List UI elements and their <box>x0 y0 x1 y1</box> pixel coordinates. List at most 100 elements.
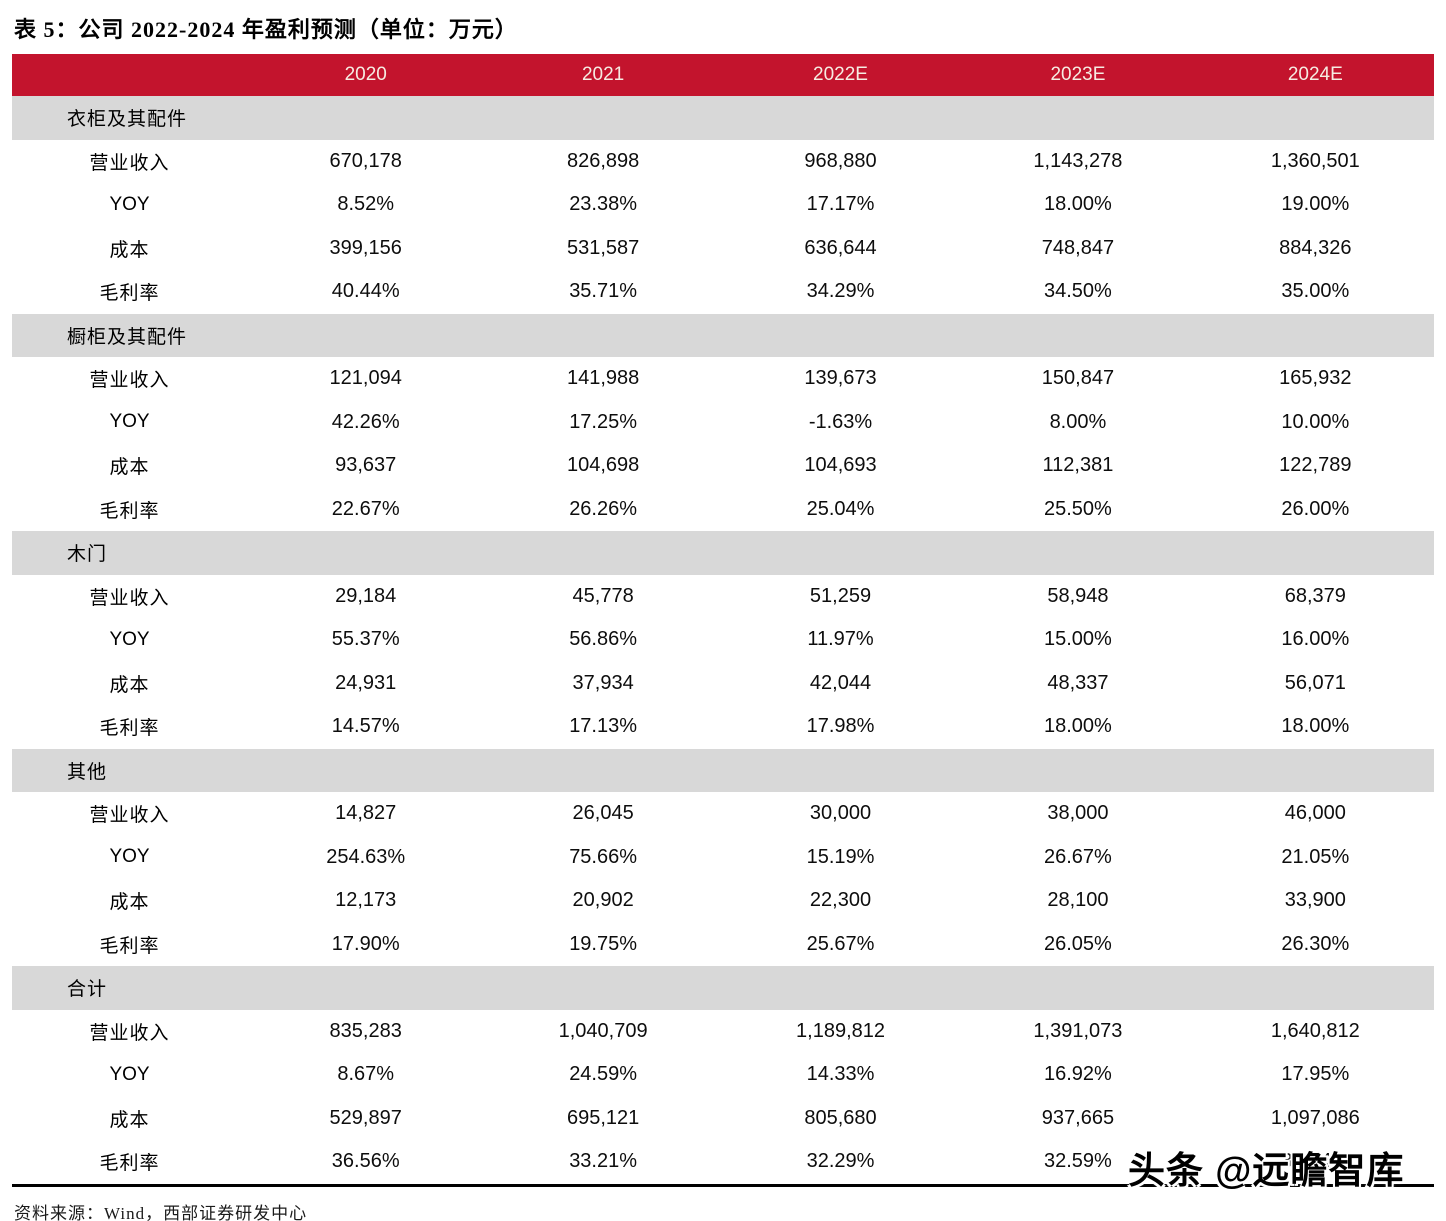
cell-value: 748,847 <box>1041 236 1115 259</box>
cell-value: 937,665 <box>1041 1106 1115 1129</box>
cell-value: 695,121 <box>566 1106 640 1129</box>
section-header-row: 橱柜及其配件 <box>12 313 1434 357</box>
table-row: 成本 93,637 104,698 104,693 112,381 122,789 <box>12 444 1434 488</box>
cell-value: 29,184 <box>335 584 397 607</box>
section-title: 橱柜及其配件 <box>67 326 188 348</box>
cell-value: 8.67% <box>337 1063 395 1086</box>
table-row: 毛利率 36.56% 33.21% 32.29% 32.59% 33.14% <box>12 1140 1434 1184</box>
row-label: 毛利率 <box>99 1153 160 1175</box>
cell-value: 37,934 <box>572 671 634 694</box>
cell-value: 122,789 <box>1279 454 1352 477</box>
section-header-row: 衣柜及其配件 <box>12 96 1434 140</box>
row-label: YOY <box>109 411 150 433</box>
cell-value: 884,326 <box>1279 236 1352 259</box>
cell-value: 8.52% <box>337 193 395 216</box>
table-row: 成本 399,156 531,587 636,644 748,847 884,326 <box>12 226 1434 270</box>
row-label: YOY <box>109 1063 150 1085</box>
cell-value: 670,178 <box>329 149 402 172</box>
cell-value: 75.66% <box>569 845 638 868</box>
year-header: 2022E <box>813 64 868 85</box>
cell-value: 529,897 <box>329 1106 402 1129</box>
year-header: 2023E <box>1050 64 1106 85</box>
cell-value: 1,143,278 <box>1033 149 1123 172</box>
table-row: YOY 254.63% 75.66% 15.19% 26.67% 21.05% <box>12 835 1434 879</box>
row-label: 成本 <box>109 674 150 696</box>
table-row: 成本 24,931 37,934 42,044 48,337 56,071 <box>12 661 1434 705</box>
cell-value: 15.19% <box>806 845 875 868</box>
cell-value: 24,931 <box>335 671 397 694</box>
section-header-row: 其他 <box>12 748 1434 792</box>
cell-value: 20,902 <box>572 889 634 912</box>
cell-value: 104,693 <box>804 454 877 477</box>
year-header: 2024E <box>1287 64 1343 85</box>
cell-value: 34.50% <box>1044 280 1112 303</box>
cell-value: 93,637 <box>335 454 397 477</box>
cell-value: 23.38% <box>569 193 638 216</box>
section-title: 其他 <box>67 761 108 783</box>
cell-value: 112,381 <box>1042 454 1114 477</box>
cell-value: 45,778 <box>572 584 634 607</box>
cell-value: 968,880 <box>804 149 877 172</box>
cell-value: 139,673 <box>804 367 877 390</box>
table-row: YOY 8.52% 23.38% 17.17% 18.00% 19.00% <box>12 183 1434 227</box>
table-title: 表 5：公司 2022-2024 年盈利预测（单位：万元） <box>14 17 518 42</box>
year-header: 2020 <box>344 64 387 85</box>
cell-value: 34.29% <box>806 280 875 303</box>
table-body: 衣柜及其配件 营业收入 670,178 826,898 968,880 1,143,278… <box>12 96 1434 1184</box>
cell-value: 51,259 <box>809 584 872 607</box>
row-label: YOY <box>109 193 150 215</box>
section-title: 合计 <box>67 979 108 1001</box>
cell-value: 42,044 <box>809 671 872 694</box>
cell-value: 35.00% <box>1281 280 1350 303</box>
cell-value: 56.86% <box>569 628 638 651</box>
cell-value: 12,173 <box>335 889 397 912</box>
cell-value: 35.71% <box>569 280 638 303</box>
cell-value: 10.00% <box>1281 410 1350 433</box>
cell-value: 68,379 <box>1284 584 1346 607</box>
cell-value: 26.05% <box>1044 932 1112 955</box>
cell-value: 17.17% <box>806 193 875 216</box>
cell-value: 14,827 <box>335 802 397 825</box>
row-label: 成本 <box>109 457 150 479</box>
cell-value: 17.13% <box>569 715 638 738</box>
cell-value: 16.92% <box>1044 1063 1112 1086</box>
row-label: 营业收入 <box>89 370 170 392</box>
row-label: YOY <box>109 846 150 868</box>
row-label: 成本 <box>109 239 150 261</box>
section-title: 木门 <box>67 544 108 566</box>
cell-value: 1,040,709 <box>558 1019 648 1042</box>
cell-value: 17.95% <box>1281 1063 1350 1086</box>
table-row: 营业收入 121,094 141,988 139,673 150,847 165,932 <box>12 357 1434 401</box>
cell-value: 636,644 <box>804 236 877 259</box>
cell-value: 1,640,812 <box>1270 1019 1360 1042</box>
row-label: 营业收入 <box>89 805 170 827</box>
cell-value: 26,045 <box>572 802 634 825</box>
cell-value: 24.59% <box>569 1063 638 1086</box>
cell-value: 26.30% <box>1281 932 1350 955</box>
table-row: 毛利率 17.90% 19.75% 25.67% 26.05% 26.30% <box>12 922 1434 966</box>
table-row: 毛利率 22.67% 26.26% 25.04% 25.50% 26.00% <box>12 487 1434 531</box>
cell-value: 17.98% <box>806 715 875 738</box>
table-row: 成本 12,173 20,902 22,300 28,100 33,900 <box>12 879 1434 923</box>
row-label: 毛利率 <box>99 935 160 957</box>
cell-value: 48,337 <box>1047 671 1109 694</box>
table-row: 成本 529,897 695,121 805,680 937,665 1,097,086 <box>12 1096 1434 1140</box>
cell-value: 30,000 <box>809 802 872 825</box>
cell-value: 26.67% <box>1044 845 1112 868</box>
cell-value: 141,988 <box>566 367 640 390</box>
cell-value: 33,900 <box>1284 889 1346 912</box>
cell-value: 26.26% <box>569 497 638 520</box>
cell-value: 826,898 <box>566 149 640 172</box>
cell-value: 1,189,812 <box>796 1019 885 1042</box>
cell-value: 55.37% <box>331 628 400 651</box>
row-label: 毛利率 <box>99 283 160 305</box>
cell-value: 399,156 <box>329 236 402 259</box>
table-row: 营业收入 670,178 826,898 968,880 1,143,278 1,360,… <box>12 139 1434 183</box>
cell-value: 40.44% <box>331 280 400 303</box>
cell-value: 11.97% <box>807 628 874 651</box>
cell-value: 56,071 <box>1284 671 1346 694</box>
cell-value: 25.50% <box>1044 497 1112 520</box>
cell-value: 121,094 <box>329 367 402 390</box>
row-label: 毛利率 <box>99 500 160 522</box>
section-title: 衣柜及其配件 <box>67 109 188 131</box>
